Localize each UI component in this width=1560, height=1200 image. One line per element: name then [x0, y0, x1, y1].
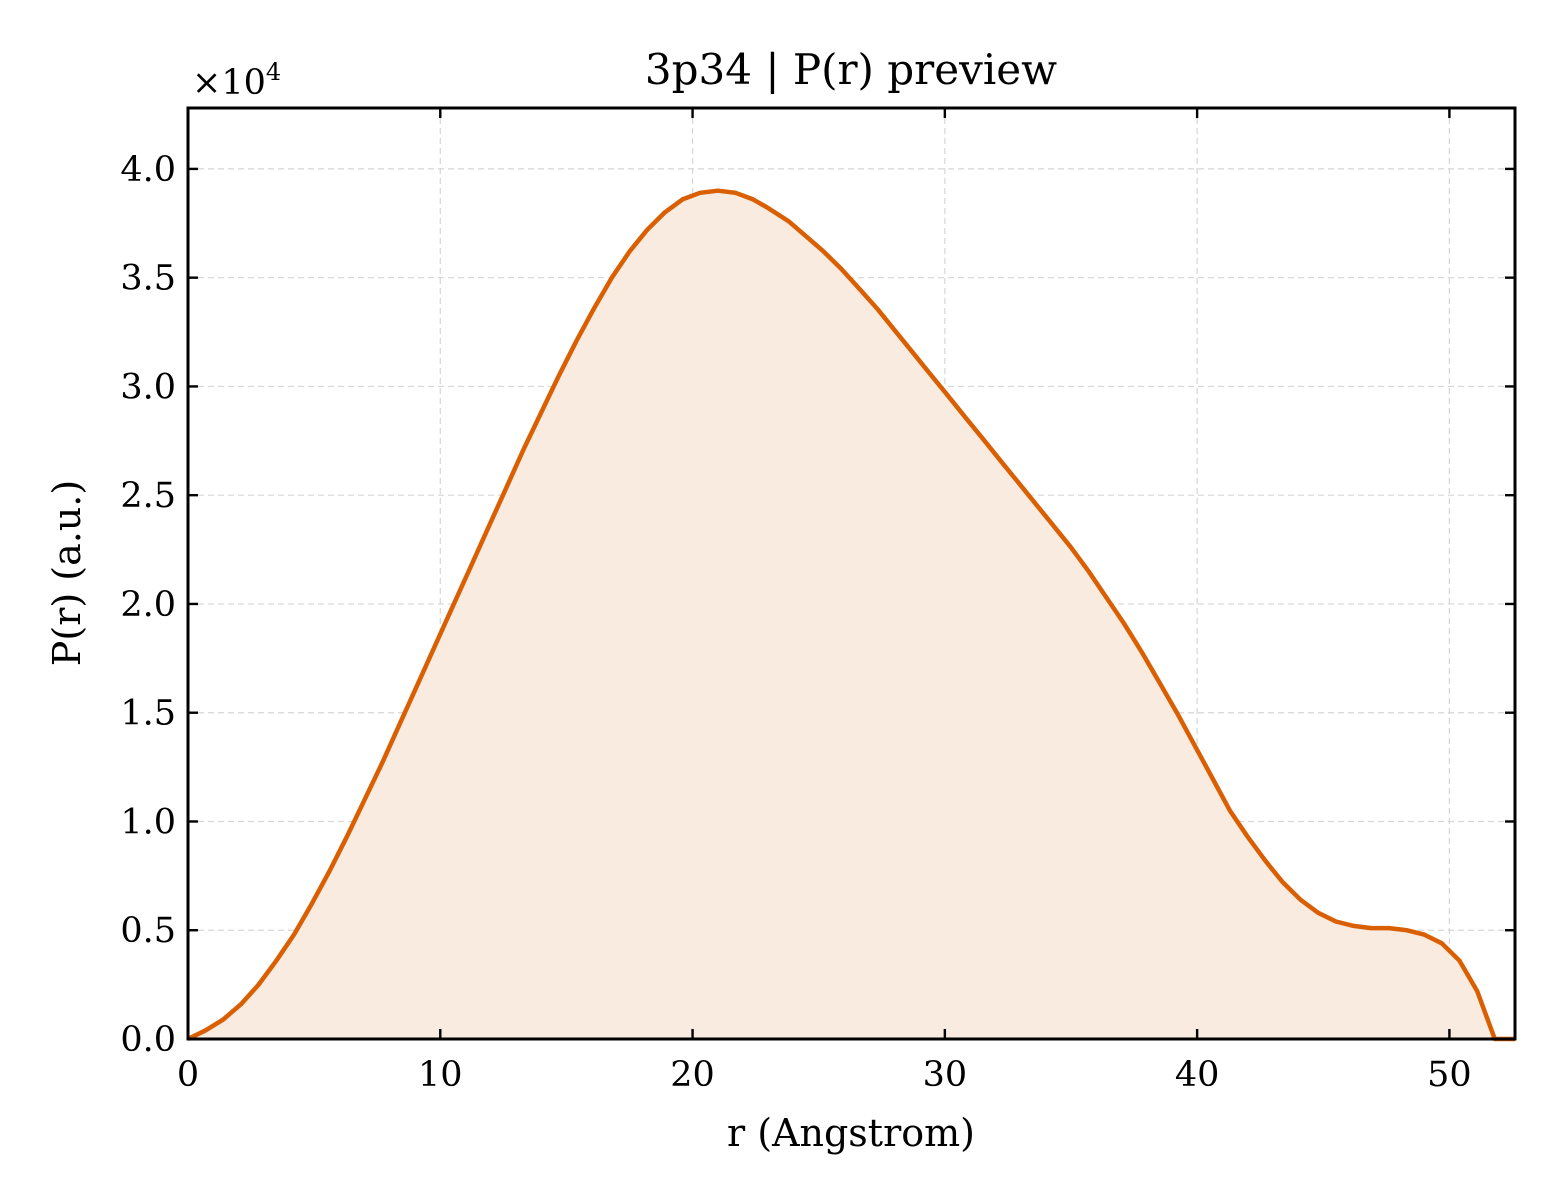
x-tick-label: 30: [923, 1055, 968, 1095]
chart-title: 3p34 | P(r) preview: [645, 45, 1057, 94]
y-tick-label: 2.5: [120, 476, 176, 516]
y-tick-label: 0.0: [120, 1020, 176, 1060]
x-tick-label: 40: [1175, 1055, 1220, 1095]
x-tick-label: 50: [1427, 1055, 1472, 1095]
x-axis-label: r (Angstrom): [727, 1111, 975, 1155]
y-tick-label: 3.0: [120, 367, 176, 407]
y-tick-label: 2.0: [120, 585, 176, 625]
y-tick-label: 3.5: [120, 259, 176, 299]
y-tick-label: 4.0: [120, 150, 176, 190]
y-tick-labels: 0.0 0.5 1.0 1.5 2.0 2.5 3.0 3.5 4.0: [120, 150, 176, 1060]
x-tick-label: 0: [177, 1055, 199, 1095]
y-multiplier-base: ×10: [192, 63, 266, 103]
y-multiplier-exponent: 4: [266, 58, 281, 86]
x-tick-label: 10: [418, 1055, 463, 1095]
axis-ticks: [186, 108, 1515, 1041]
y-tick-label: 0.5: [120, 911, 176, 951]
pr-area-fill: [188, 190, 1515, 1039]
y-tick-label: 1.0: [120, 802, 176, 842]
plot-frame: [186, 106, 1517, 1041]
x-tick-label: 20: [670, 1055, 715, 1095]
y-multiplier-label: ×104: [192, 58, 281, 103]
x-tick-labels: 0 10 20 30 40 50: [177, 1055, 1472, 1095]
y-tick-label: 1.5: [120, 694, 176, 734]
y-axis-label: P(r) (a.u.): [45, 480, 89, 666]
pr-curve: [187, 188, 1515, 1042]
